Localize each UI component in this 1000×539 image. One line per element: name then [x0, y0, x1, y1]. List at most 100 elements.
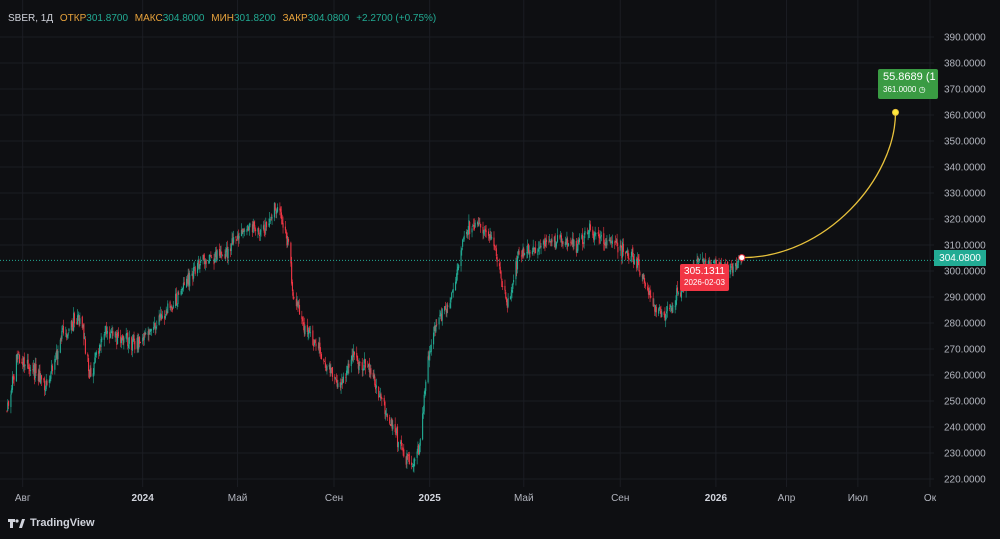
candle-body: [467, 229, 469, 236]
candle-body: [254, 225, 256, 232]
candle-body: [389, 417, 391, 424]
y-tick-label: 230.0000: [944, 449, 986, 460]
candle-body: [73, 312, 75, 331]
candle-body: [48, 379, 50, 383]
candle-body: [561, 242, 563, 243]
candle-body: [24, 364, 26, 366]
candle-body: [384, 401, 386, 415]
forecast-target-badge[interactable]: 55.8689 (1 361.0000 ◷: [878, 69, 938, 99]
candle-body: [149, 333, 151, 335]
candle-body: [270, 219, 272, 220]
candle-body: [604, 243, 606, 246]
candle-body: [507, 298, 509, 307]
candle-body: [320, 353, 323, 360]
candle-body: [427, 356, 429, 383]
candle-body: [483, 230, 485, 235]
candle-body: [268, 223, 270, 226]
candle-body: [572, 239, 574, 248]
candle-body: [83, 323, 85, 339]
candle-body: [149, 329, 152, 332]
candle-body: [455, 281, 457, 291]
candle-body: [511, 290, 513, 293]
candle-body: [251, 224, 254, 232]
candle-body: [392, 424, 394, 430]
candle-body: [144, 332, 146, 336]
candle-body: [522, 248, 524, 257]
candle-body: [95, 352, 97, 355]
candle-body: [18, 351, 20, 353]
candle-body: [716, 263, 718, 265]
forecast-start-date: 2026-02-03: [684, 278, 725, 287]
candle-body: [372, 372, 374, 377]
candle-body: [462, 239, 464, 247]
y-tick-label: 220.0000: [944, 475, 986, 486]
candle-body: [734, 263, 737, 267]
candle-body: [128, 344, 130, 348]
candle-body: [422, 413, 424, 440]
candle-body: [342, 379, 344, 384]
candle-body: [154, 322, 156, 330]
time-axis[interactable]: Авг 2024 Май Сен 2025 Май Сен 2026 Апр Июл Ок: [15, 493, 937, 504]
candle-body: [29, 370, 32, 372]
candle-body: [600, 235, 602, 237]
candle-body: [375, 383, 377, 390]
candle-body: [495, 248, 497, 257]
candle-body: [155, 326, 157, 329]
candle-body: [18, 354, 21, 364]
y-tick-label: 380.0000: [944, 59, 986, 70]
candle-body: [412, 466, 414, 468]
candle-body: [260, 230, 262, 232]
candle-body: [659, 307, 661, 311]
candle-body: [615, 241, 617, 243]
candle-body: [423, 394, 425, 412]
candle-body: [455, 279, 457, 283]
candle-body: [106, 330, 108, 334]
candle-body: [298, 306, 300, 307]
candle-body: [524, 253, 526, 255]
candle-body: [400, 440, 403, 446]
x-tick-label: Ок: [924, 493, 937, 504]
candle-body: [94, 357, 96, 363]
candle-body: [429, 351, 431, 361]
candle-body: [39, 370, 41, 382]
symbol-name[interactable]: SBER, 1Д: [8, 13, 54, 24]
candle-body: [194, 267, 196, 274]
candle-body: [334, 376, 336, 379]
candle-body: [672, 305, 674, 313]
candle-body: [551, 239, 553, 243]
x-tick-label: Май: [514, 493, 534, 504]
candle-body: [23, 357, 25, 368]
candle-body: [543, 241, 545, 243]
candle-body: [374, 376, 376, 386]
forecast-end-handle[interactable]: [891, 108, 899, 116]
x-tick-label: Сен: [611, 493, 629, 504]
forecast-start-badge[interactable]: 305.1311 2026-02-03: [680, 264, 729, 291]
candle-body: [121, 337, 123, 338]
tradingview-logo[interactable]: TradingView: [8, 517, 95, 529]
candle-body: [93, 362, 95, 375]
price-axis[interactable]: 390.0000 380.0000 370.0000 360.0000 350.0000…: [944, 33, 986, 486]
candle-body: [368, 362, 370, 372]
candle-body: [62, 326, 65, 334]
candle-body: [181, 288, 183, 291]
candle-body: [676, 288, 678, 301]
candle-body: [577, 240, 579, 251]
candle-body: [198, 260, 200, 269]
candle-body: [545, 238, 547, 245]
candle-body: [499, 266, 501, 274]
candle-body: [22, 357, 25, 367]
candle-body: [193, 267, 195, 279]
forecast-start-handle[interactable]: [738, 254, 746, 262]
candle-body: [661, 312, 663, 317]
candle-body: [493, 237, 495, 247]
candle-body: [625, 250, 628, 253]
candle-body: [510, 292, 512, 297]
candle-body: [472, 225, 474, 227]
candle-body: [138, 338, 140, 349]
close-label: ЗАКР: [282, 13, 308, 24]
candle-body: [361, 362, 363, 371]
candle-body: [302, 318, 304, 322]
candle-body: [11, 388, 13, 394]
candle-body: [314, 340, 316, 343]
